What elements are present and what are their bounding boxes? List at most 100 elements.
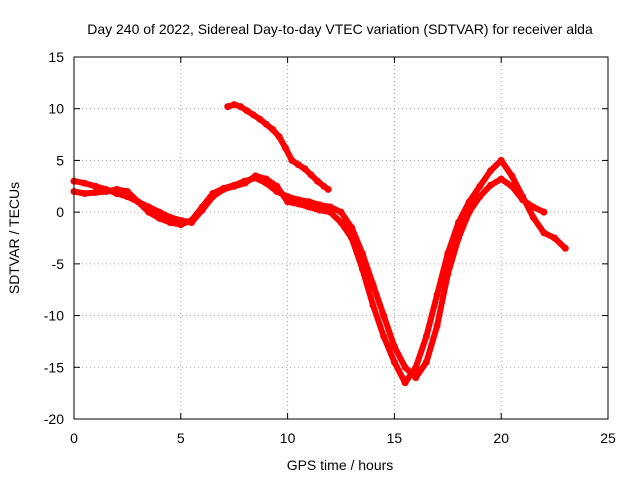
data-point	[273, 182, 281, 190]
data-point	[145, 203, 153, 211]
data-point	[433, 291, 441, 299]
plot-frame	[73, 56, 609, 420]
data-point	[540, 208, 548, 216]
y-axis-label: SDTVAR / TECUs	[6, 182, 22, 294]
x-tick-label: 5	[177, 430, 185, 446]
data-point	[237, 103, 245, 111]
data-point	[551, 234, 559, 242]
data-point	[305, 203, 313, 211]
data-point	[269, 125, 277, 133]
data-point	[91, 182, 99, 190]
data-point	[433, 322, 441, 330]
y-tick-label: -10	[44, 308, 64, 324]
data-point	[91, 189, 99, 196]
data-series	[70, 101, 569, 387]
data-point	[282, 144, 289, 152]
data-point	[243, 107, 251, 115]
x-tick-label: 25	[600, 430, 616, 446]
data-point	[314, 177, 321, 185]
data-point	[326, 208, 334, 216]
data-point	[155, 214, 163, 222]
data-point	[316, 206, 324, 214]
x-tick-label: 20	[493, 430, 509, 446]
data-point	[390, 343, 398, 351]
data-point	[422, 358, 430, 366]
data-point	[256, 115, 264, 123]
y-tick-label: -5	[52, 256, 65, 272]
data-point	[134, 198, 142, 206]
x-tick-label: 0	[70, 430, 78, 446]
x-tick-label: 10	[280, 430, 296, 446]
data-point	[455, 219, 462, 226]
x-tick-label: 15	[387, 430, 403, 446]
y-tick-label: 15	[48, 49, 64, 65]
data-point	[220, 185, 227, 193]
data-point	[369, 301, 377, 309]
data-point	[249, 111, 257, 119]
data-point	[155, 208, 163, 216]
data-point	[348, 224, 356, 232]
data-point	[307, 171, 315, 179]
chart-title: Day 240 of 2022, Sidereal Day-to-day VTE…	[87, 21, 593, 37]
y-tick-label: 0	[56, 204, 64, 220]
data-point	[465, 198, 473, 206]
data-point	[529, 213, 537, 221]
data-point	[476, 182, 484, 190]
data-point	[284, 198, 292, 206]
data-point	[209, 193, 217, 201]
y-tick-label: 5	[56, 152, 64, 168]
data-point	[444, 270, 452, 278]
data-point	[301, 165, 309, 173]
data-point	[497, 156, 505, 164]
data-point	[230, 101, 238, 109]
data-point	[123, 188, 131, 195]
data-point	[358, 265, 366, 273]
ticks: 0 5 10 15 20 25 -20 -15 -10 -5 0 5 10 15	[44, 49, 616, 446]
data-point	[252, 172, 260, 180]
grid	[74, 57, 608, 419]
data-point	[401, 363, 409, 371]
data-point	[102, 188, 110, 195]
data-point	[294, 200, 302, 208]
data-point	[380, 312, 388, 320]
data-point	[348, 234, 356, 242]
data-point	[390, 358, 398, 366]
data-point	[540, 229, 548, 237]
data-point	[198, 206, 206, 214]
data-point	[166, 213, 174, 221]
data-point	[241, 179, 249, 187]
data-point	[401, 379, 409, 387]
data-point	[337, 219, 345, 226]
y-tick-label: 10	[48, 101, 64, 117]
y-tick-label: -15	[44, 359, 64, 375]
data-point	[412, 363, 420, 371]
data-point	[224, 103, 232, 111]
data-point	[230, 182, 238, 190]
data-point	[262, 120, 270, 128]
data-point	[275, 133, 283, 141]
y-tick-label: -20	[44, 411, 64, 427]
x-axis-label: GPS time / hours	[287, 457, 394, 473]
data-point	[81, 190, 89, 197]
data-point	[497, 175, 505, 183]
data-point	[288, 156, 296, 164]
data-point	[487, 181, 494, 189]
data-point	[561, 244, 569, 252]
data-point	[324, 185, 332, 193]
data-point	[262, 175, 270, 183]
data-point	[113, 185, 121, 193]
data-point	[369, 281, 377, 288]
data-point	[412, 374, 420, 382]
data-point	[81, 179, 89, 187]
data-point	[476, 193, 484, 201]
data-point	[444, 250, 452, 257]
data-point	[188, 219, 195, 226]
data-point	[519, 193, 527, 201]
data-point	[177, 216, 185, 224]
data-point	[337, 208, 345, 216]
data-point	[380, 332, 388, 340]
data-point	[508, 172, 516, 180]
data-point	[294, 161, 302, 169]
